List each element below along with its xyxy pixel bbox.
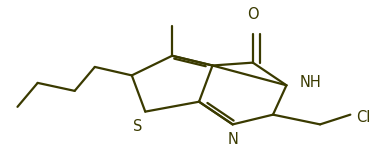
Text: Cl: Cl [356,110,370,125]
Text: NH: NH [300,75,322,90]
Text: S: S [133,119,142,134]
Text: N: N [227,132,238,147]
Text: O: O [247,7,259,22]
